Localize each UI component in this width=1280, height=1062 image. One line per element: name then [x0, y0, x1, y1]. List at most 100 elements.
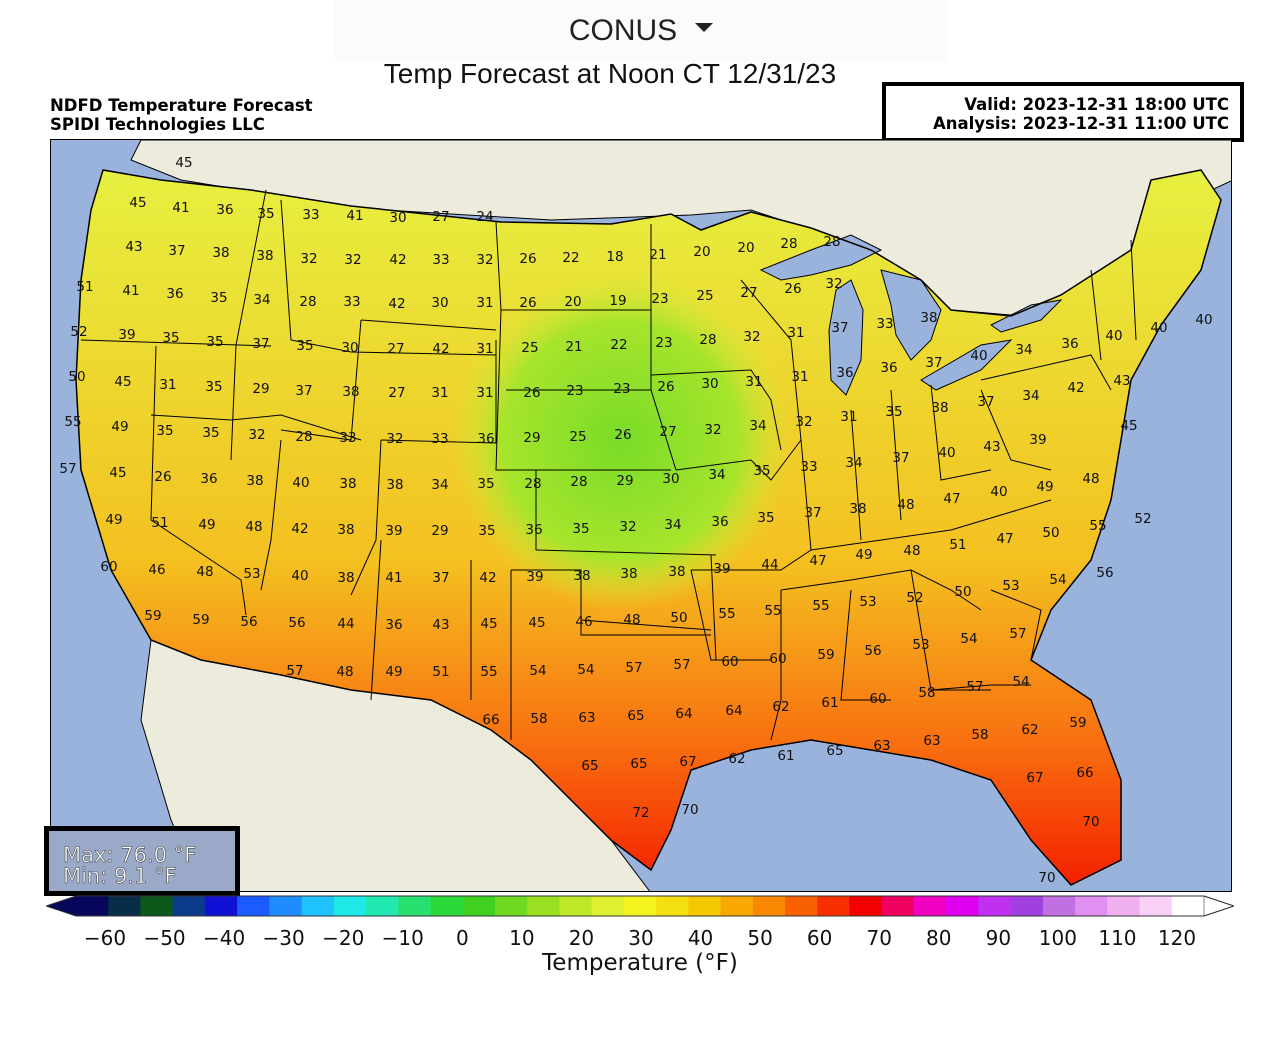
- temp-value-label: 52: [906, 590, 923, 606]
- temp-value-label: 56: [240, 614, 257, 630]
- temp-value-label: 57: [625, 660, 642, 676]
- colorbar-segment: [1075, 896, 1108, 916]
- colorbar-segment: [301, 896, 335, 916]
- temp-value-label: 38: [212, 245, 229, 261]
- temp-value-label: 37: [804, 505, 821, 521]
- colorbar-segment: [140, 896, 174, 916]
- temp-value-label: 57: [1009, 626, 1026, 642]
- colorbar-segment: [817, 896, 850, 916]
- colorbar-segment: [881, 896, 915, 916]
- temp-value-label: 49: [111, 419, 128, 435]
- map-title-line1: NDFD Temperature Forecast: [50, 96, 313, 115]
- temp-value-label: 51: [949, 537, 966, 553]
- temp-value-label: 35: [885, 404, 902, 420]
- temp-value-label: 67: [1026, 770, 1043, 786]
- colorbar-high-arrow: [1203, 895, 1234, 917]
- temp-value-label: 20: [564, 294, 581, 310]
- temp-value-label: 51: [432, 664, 449, 680]
- temp-value-label: 70: [1038, 870, 1055, 886]
- temp-value-label: 35: [202, 425, 219, 441]
- state-boundaries: [80, 189, 1137, 741]
- temp-value-label: 35: [296, 338, 313, 354]
- temp-value-label: 35: [753, 463, 770, 479]
- temp-value-label: 26: [519, 251, 536, 267]
- temp-value-label: 35: [572, 521, 589, 537]
- colorbar-segment: [591, 896, 625, 916]
- colorbar-segment: [688, 896, 722, 916]
- temp-value-label: 72: [632, 805, 649, 821]
- temp-value-label: 26: [154, 469, 171, 485]
- temp-value-label: 38: [386, 477, 403, 493]
- temp-value-label: 47: [809, 553, 826, 569]
- temp-value-label: 47: [996, 531, 1013, 547]
- temp-value-label: 57: [966, 679, 983, 695]
- temp-value-label: 40: [938, 445, 955, 461]
- temp-value-label: 22: [562, 250, 579, 266]
- temp-value-label: 40: [292, 475, 309, 491]
- temp-value-label: 33: [876, 316, 893, 332]
- temp-value-label: 55: [764, 603, 781, 619]
- temp-value-label: 29: [431, 523, 448, 539]
- temp-value-label: 51: [76, 279, 93, 295]
- temp-value-label: 45: [1120, 418, 1137, 434]
- temp-value-label: 34: [708, 467, 725, 483]
- temp-value-label: 45: [480, 616, 497, 632]
- temp-value-label: 65: [627, 708, 644, 724]
- temp-value-label: 40: [990, 484, 1007, 500]
- temp-value-label: 62: [772, 699, 789, 715]
- colorbar-segment: [849, 896, 883, 916]
- temp-value-label: 27: [388, 385, 405, 401]
- map-title: NDFD Temperature Forecast SPIDI Technolo…: [50, 96, 313, 134]
- temp-value-label: 35: [205, 379, 222, 395]
- temp-value-label: 30: [431, 295, 448, 311]
- colorbar-tick-label: −60: [83, 926, 127, 950]
- temp-value-label: 28: [524, 476, 541, 492]
- colorbar-segment: [559, 896, 593, 916]
- region-label: CONUS: [568, 14, 678, 47]
- temp-value-label: 28: [295, 429, 312, 445]
- temp-value-label: 54: [960, 631, 977, 647]
- temp-value-label: 21: [565, 339, 582, 355]
- temp-value-label: 66: [1076, 765, 1093, 781]
- temp-value-label: 50: [670, 610, 687, 626]
- colorbar-tick-label: 0: [455, 926, 469, 950]
- temp-value-label: 43: [983, 439, 1000, 455]
- temp-value-label: 23: [651, 291, 668, 307]
- temp-value-label: 33: [339, 430, 356, 446]
- warm-region-west-coast: [51, 240, 271, 760]
- colorbar-tick-label: 90: [985, 926, 1012, 950]
- temp-value-label: 38: [849, 501, 866, 517]
- temp-value-label: 54: [529, 663, 546, 679]
- temp-value-label: 41: [172, 200, 189, 216]
- temp-value-label: 35: [162, 330, 179, 346]
- colorbar-segment: [430, 896, 464, 916]
- temp-value-label: 40: [970, 348, 987, 364]
- colorbar-segment: [1107, 896, 1141, 916]
- temp-value-label: 27: [432, 209, 449, 225]
- temp-value-label: 56: [1096, 565, 1113, 581]
- temp-value-label: 59: [192, 612, 209, 628]
- temp-value-label: 31: [476, 385, 493, 401]
- temp-value-label: 38: [339, 476, 356, 492]
- lake-huron: [880, 269, 942, 361]
- temp-value-label: 33: [431, 431, 448, 447]
- temp-value-label: 48: [623, 612, 640, 628]
- temp-value-label: 36: [166, 286, 183, 302]
- temp-value-label: 48: [336, 664, 353, 680]
- temp-value-label: 28: [823, 234, 840, 250]
- temp-value-label: 26: [784, 281, 801, 297]
- temp-value-label: 33: [343, 294, 360, 310]
- temp-value-label: 32: [248, 427, 265, 443]
- temp-value-label: 59: [1069, 715, 1086, 731]
- temperature-map[interactable]: 45 45 41 36 35 33 41 30 27 24 43 37 38 38 32 32 42 33 32 26…: [50, 139, 1232, 892]
- temp-value-label: 54: [577, 662, 594, 678]
- colorbar-tick-label: 110: [1098, 926, 1137, 950]
- colorbar-segment: [108, 896, 141, 916]
- temp-value-label: 35: [478, 523, 495, 539]
- temp-value-label: 42: [291, 521, 308, 537]
- region-select[interactable]: CONUS: [334, 0, 948, 62]
- temp-value-label: 66: [482, 712, 499, 728]
- temp-value-label: 28: [570, 474, 587, 490]
- colorbar-tick-label: 40: [687, 926, 714, 950]
- colorbar-segment: [1010, 896, 1044, 916]
